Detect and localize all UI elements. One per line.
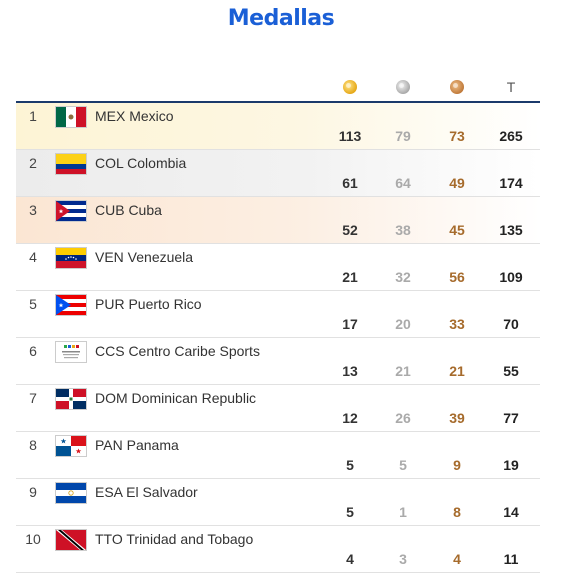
table-row[interactable]: 5 PUR Puerto Rico 17 20 33 70: [16, 291, 540, 338]
table-row[interactable]: 4 VEN Venezuela 21 32 56 109: [16, 244, 540, 291]
gold-medal-icon: [343, 80, 357, 94]
rank: 8: [29, 437, 37, 453]
gold-count: 4: [346, 551, 354, 567]
gold-count: 13: [342, 363, 358, 379]
bronze-count: 39: [449, 410, 465, 426]
total-count: 109: [499, 269, 523, 285]
silver-count: 32: [395, 269, 411, 285]
rank: 5: [29, 296, 37, 312]
dominican-republic-flag-icon: [55, 388, 87, 410]
silver-count: 64: [395, 175, 411, 191]
total-count: 14: [503, 504, 519, 520]
rank: 7: [29, 390, 37, 406]
bronze-medal-icon: [450, 80, 464, 94]
venezuela-flag-icon: [55, 247, 87, 269]
table-row[interactable]: 1 MEX Mexico 113 79 73 265: [16, 103, 540, 150]
silver-count: 20: [395, 316, 411, 332]
country-name[interactable]: PUR Puerto Rico: [95, 296, 202, 312]
table-row[interactable]: 2 COL Colombia 61 64 49 174: [16, 150, 540, 197]
table-header: T: [16, 76, 540, 100]
total-column-header[interactable]: T: [506, 79, 516, 95]
bronze-count: 9: [453, 457, 461, 473]
total-count: 265: [499, 128, 523, 144]
table-row[interactable]: 8 PAN Panama 5 5 9 19: [16, 432, 540, 479]
total-count: 77: [503, 410, 519, 426]
total-count: 174: [499, 175, 523, 191]
bronze-count: 8: [453, 504, 461, 520]
rank: 2: [29, 155, 37, 171]
medal-table: 1 MEX Mexico 113 79 73 265 2 COL Colombi…: [16, 103, 540, 573]
silver-count: 26: [395, 410, 411, 426]
country-name[interactable]: VEN Venezuela: [95, 249, 194, 265]
table-row[interactable]: 7 DOM Dominican Republic 12 26 39 77: [16, 385, 540, 432]
bronze-count: 33: [449, 316, 465, 332]
rank: 1: [29, 108, 37, 124]
silver-count: 1: [399, 504, 407, 520]
country-name[interactable]: CUB Cuba: [95, 202, 162, 218]
rank: 9: [29, 484, 37, 500]
colombia-flag-icon: [55, 153, 87, 175]
page-title: Medallas: [227, 6, 335, 31]
total-count: 135: [499, 222, 523, 238]
total-count: 70: [503, 316, 519, 332]
gold-count: 52: [342, 222, 358, 238]
silver-count: 3: [399, 551, 407, 567]
bronze-count: 45: [449, 222, 465, 238]
bronze-count: 49: [449, 175, 465, 191]
country-name[interactable]: ESA El Salvador: [95, 484, 198, 500]
country-name[interactable]: PAN Panama: [95, 437, 179, 453]
rank: 10: [25, 531, 41, 547]
gold-count: 113: [338, 128, 362, 144]
bronze-count: 21: [449, 363, 465, 379]
table-row[interactable]: 6 CCS Centro Caribe Sports 13 21 21 55: [16, 338, 540, 385]
panama-flag-icon: [55, 435, 87, 457]
centro-caribe-sports-logo-icon: [55, 341, 87, 363]
bronze-count: 73: [449, 128, 465, 144]
country-name[interactable]: TTO Trinidad and Tobago: [95, 531, 254, 547]
trinidad-and-tobago-flag-icon: [55, 529, 87, 551]
country-name[interactable]: DOM Dominican Republic: [95, 390, 257, 406]
table-row[interactable]: 10 TTO Trinidad and Tobago 4 3 4 11: [16, 526, 540, 573]
cuba-flag-icon: [55, 200, 87, 222]
gold-count: 5: [346, 504, 354, 520]
table-row[interactable]: 3 CUB Cuba 52 38 45 135: [16, 197, 540, 244]
country-name[interactable]: COL Colombia: [95, 155, 187, 171]
table-row[interactable]: 9 ESA El Salvador 5 1 8 14: [16, 479, 540, 526]
silver-medal-icon: [396, 80, 410, 94]
gold-count: 5: [346, 457, 354, 473]
gold-count: 17: [342, 316, 358, 332]
bronze-count: 56: [449, 269, 465, 285]
silver-column-header[interactable]: [383, 76, 423, 99]
mexico-flag-icon: [55, 106, 87, 128]
gold-count: 61: [342, 175, 358, 191]
silver-count: 38: [395, 222, 411, 238]
puerto-rico-flag-icon: [55, 294, 87, 316]
bronze-column-header[interactable]: [437, 76, 477, 99]
country-name[interactable]: MEX Mexico: [95, 108, 174, 124]
gold-column-header[interactable]: [330, 76, 370, 99]
total-count: 55: [503, 363, 519, 379]
el-salvador-flag-icon: [55, 482, 87, 504]
bronze-count: 4: [453, 551, 461, 567]
header-divider: [16, 101, 540, 103]
gold-count: 21: [342, 269, 358, 285]
silver-count: 5: [399, 457, 407, 473]
silver-count: 79: [395, 128, 411, 144]
silver-count: 21: [395, 363, 411, 379]
rank: 6: [29, 343, 37, 359]
rank: 4: [29, 249, 37, 265]
gold-count: 12: [342, 410, 358, 426]
total-count: 11: [503, 551, 519, 567]
total-count: 19: [503, 457, 519, 473]
country-name[interactable]: CCS Centro Caribe Sports: [95, 343, 260, 359]
rank: 3: [29, 202, 37, 218]
